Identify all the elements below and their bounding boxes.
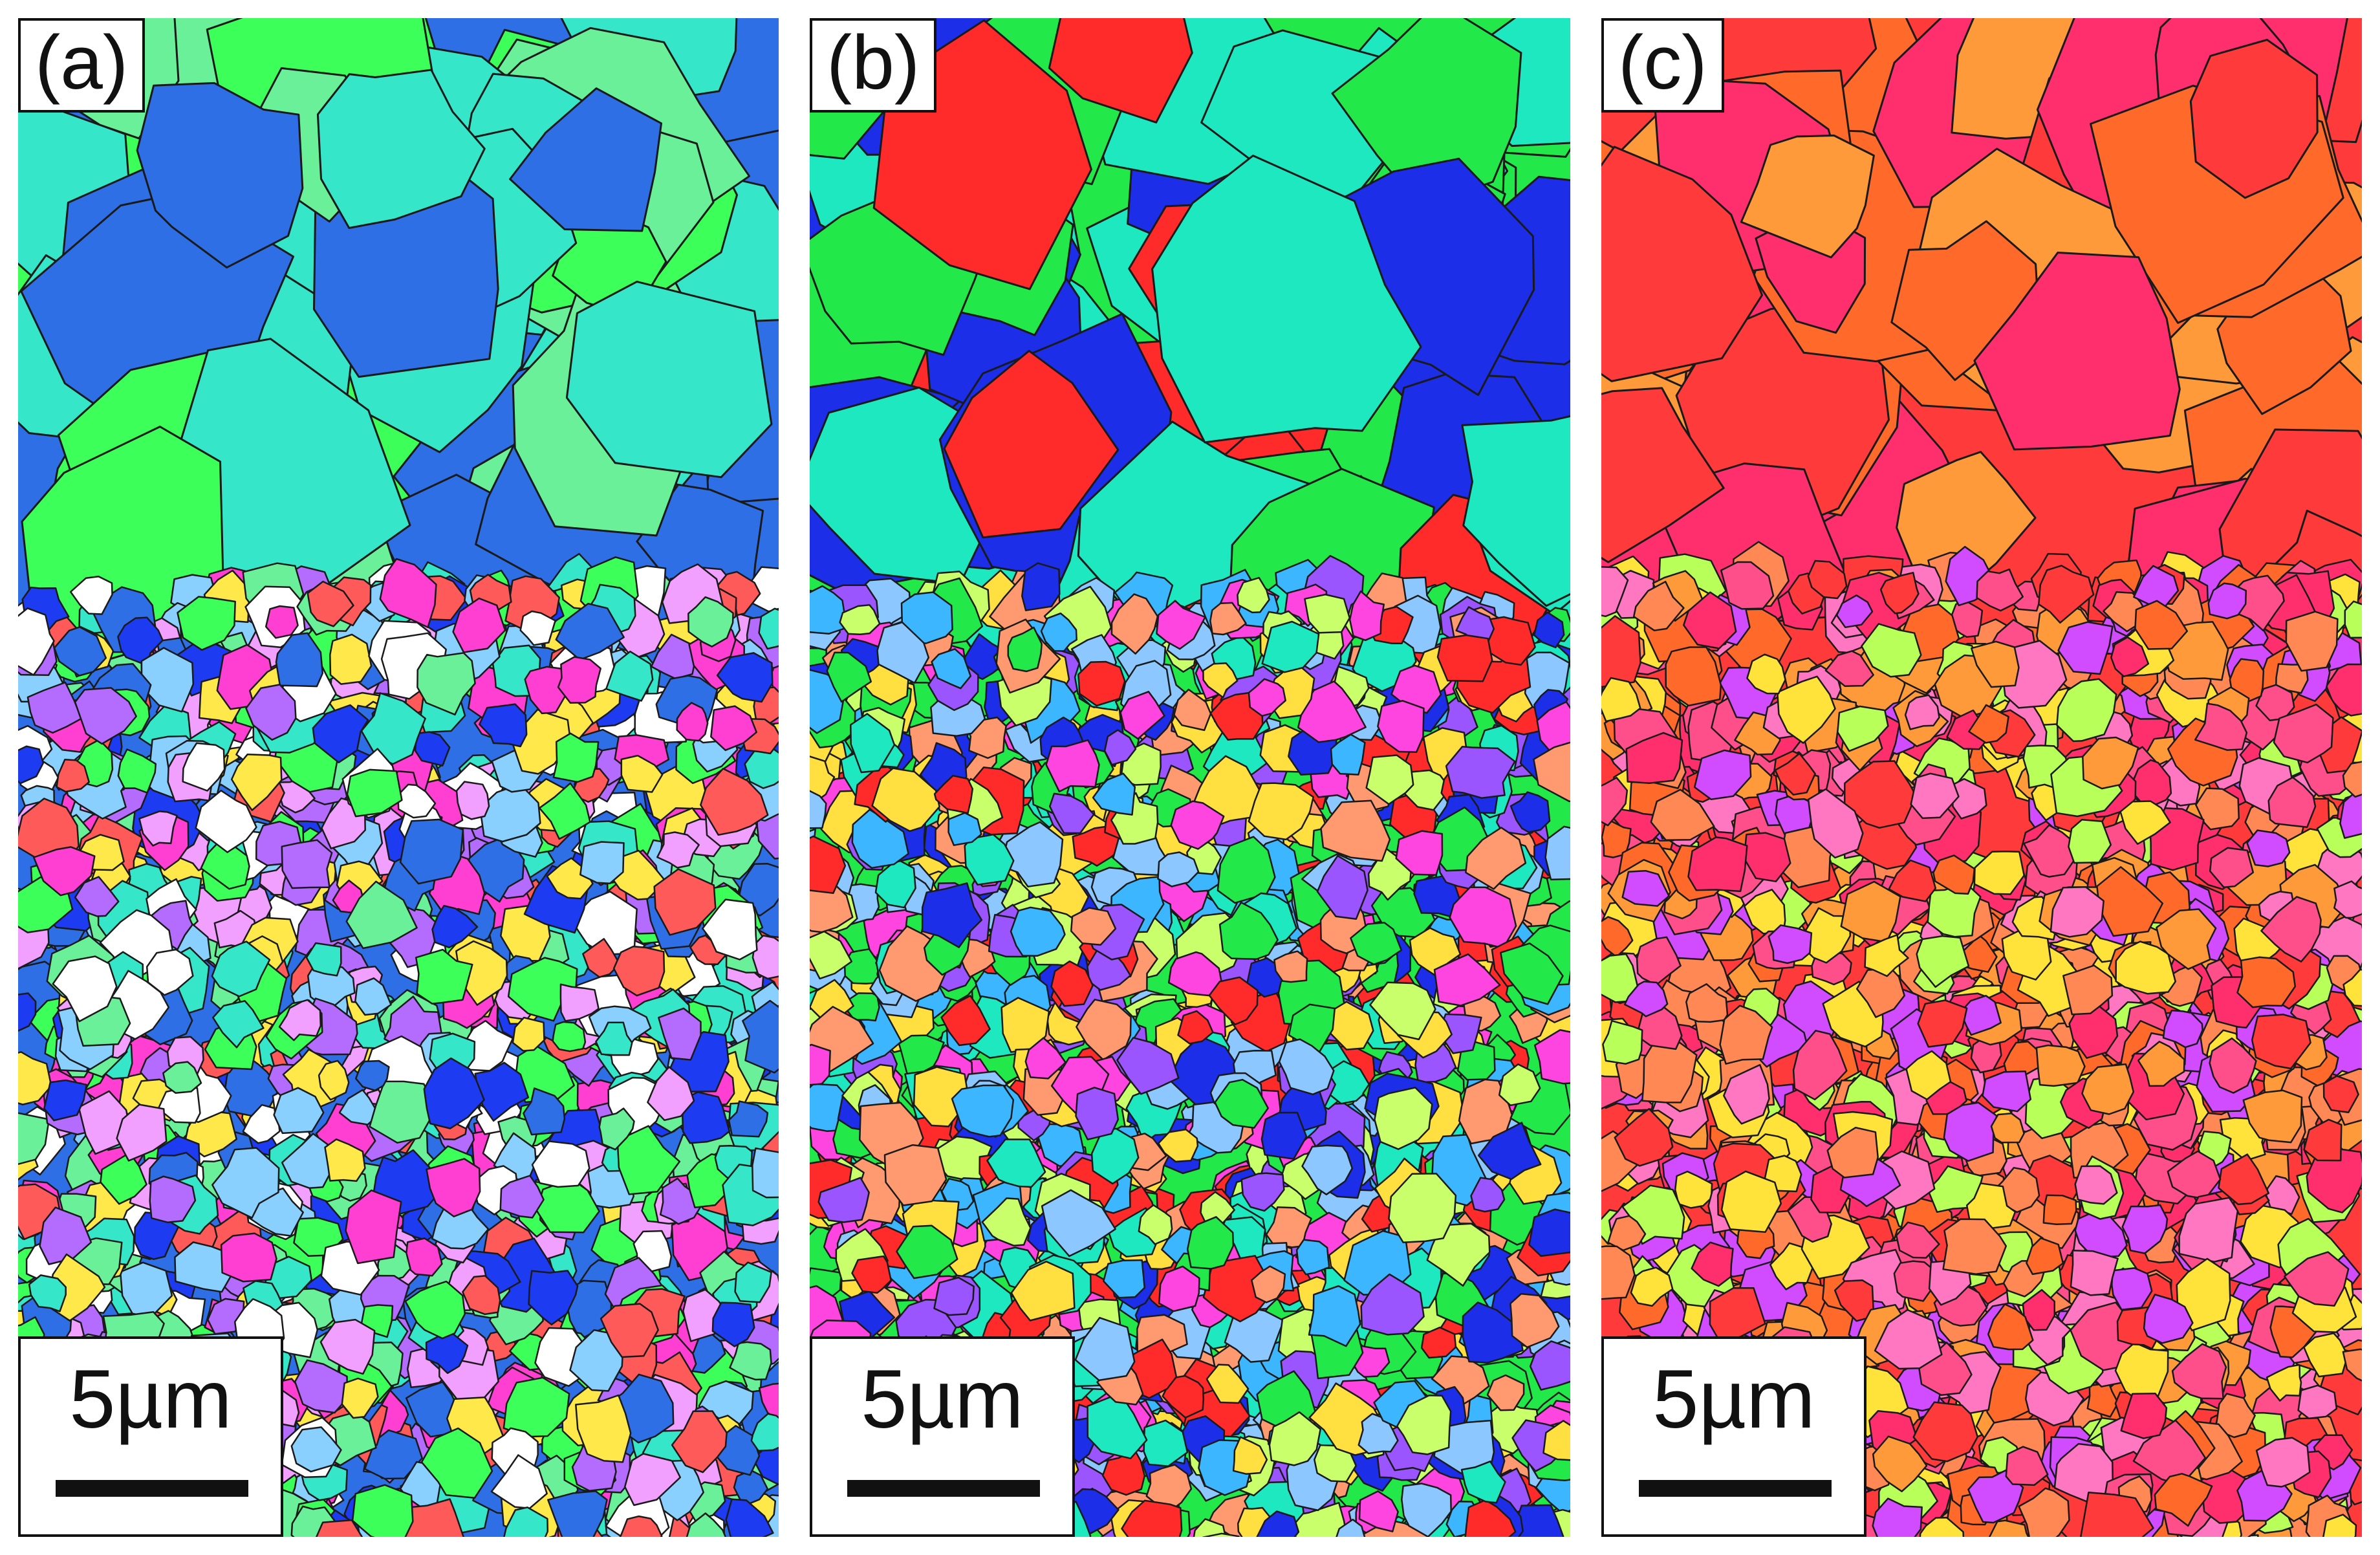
scale-bar-text-a: 5µm bbox=[69, 1353, 232, 1446]
scale-bar-line-b bbox=[847, 1480, 1040, 1497]
scale-bar-a: 5µm bbox=[18, 1336, 283, 1537]
ebsd-map-c bbox=[1601, 18, 2362, 1537]
panel-label-a: (a) bbox=[18, 18, 146, 113]
scale-bar-text-c: 5µm bbox=[1652, 1353, 1815, 1446]
panel-b: (b) 5µm bbox=[810, 18, 1570, 1537]
scale-bar-line-c bbox=[1639, 1480, 1832, 1497]
scale-bar-b: 5µm bbox=[810, 1336, 1075, 1537]
panel-label-c: (c) bbox=[1601, 18, 1724, 113]
scale-bar-line-a bbox=[56, 1480, 248, 1497]
panel-c: (c) 5µm bbox=[1601, 18, 2362, 1537]
scale-bar-c: 5µm bbox=[1601, 1336, 1866, 1537]
panel-a: (a) 5µm bbox=[18, 18, 779, 1537]
panel-label-b: (b) bbox=[810, 18, 937, 113]
ebsd-map-b bbox=[810, 18, 1570, 1537]
ebsd-map-a bbox=[18, 18, 779, 1537]
scale-bar-text-b: 5µm bbox=[861, 1353, 1024, 1446]
